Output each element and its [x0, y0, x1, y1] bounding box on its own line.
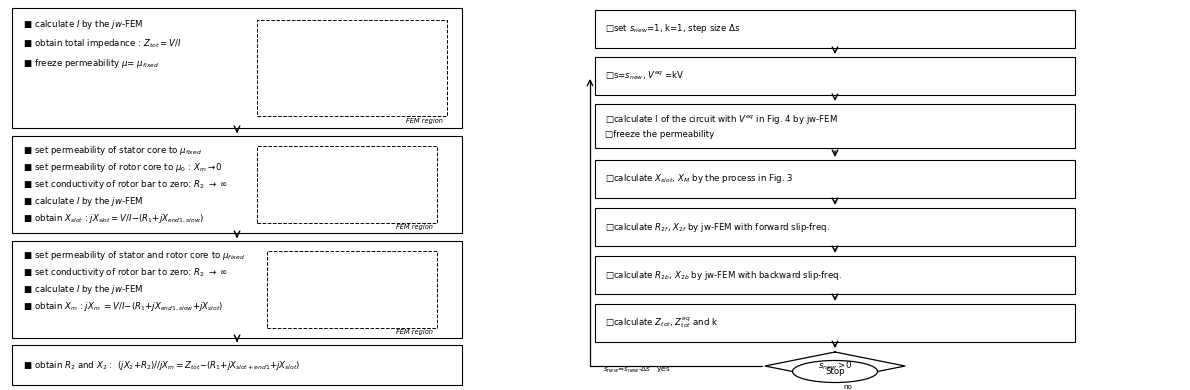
Bar — [595, 256, 1075, 294]
Bar — [595, 304, 1075, 342]
Text: FEM region: FEM region — [406, 118, 443, 124]
Text: □calculate $R_{2f}$, $X_{2f}$ by jw-FEM with forward slip-freq.: □calculate $R_{2f}$, $X_{2f}$ by jw-FEM … — [605, 220, 829, 234]
Bar — [595, 10, 1075, 48]
Bar — [595, 208, 1075, 246]
Bar — [595, 160, 1075, 198]
Text: □calculate $X_{slot}$, $X_M$ by the process in Fig. 3: □calculate $X_{slot}$, $X_M$ by the proc… — [605, 172, 794, 186]
Text: □s=$s_{new}$, $V^{eq}$ =kV: □s=$s_{new}$, $V^{eq}$ =kV — [605, 70, 684, 82]
Bar — [12, 136, 462, 233]
Text: ■ obtain $R_2$ and $X_2$ :  $(jX_2$$+$$R_2)$$//$$jX_m$$=$$Z_{tot}$$-$$(R_1$$+$$j: ■ obtain $R_2$ and $X_2$ : $(jX_2$$+$$R_… — [18, 358, 300, 372]
Bar — [12, 241, 462, 338]
Text: □calculate $Z_{tot}$, $Z^{eq}_{tot}$ and k: □calculate $Z_{tot}$, $Z^{eq}_{tot}$ and… — [605, 316, 719, 330]
Text: ■ set permeability of stator core to $\mu_{fixed}$
  ■ set permeability of rotor: ■ set permeability of stator core to $\m… — [18, 144, 228, 225]
Text: $s_{new}$=$s_{new}$-$\Delta s$   yes: $s_{new}$=$s_{new}$-$\Delta s$ yes — [603, 365, 670, 375]
Bar — [595, 104, 1075, 148]
Text: ■ set permeability of stator and rotor core to $\mu_{fixed}$
  ■ set conductivit: ■ set permeability of stator and rotor c… — [18, 249, 245, 313]
Text: ■ calculate $I$ by the $jw$-FEM
  ■ obtain total impedance : $Z_{tot}$$=$$V/I$
 : ■ calculate $I$ by the $jw$-FEM ■ obtain… — [18, 18, 181, 69]
Bar — [595, 57, 1075, 95]
Text: FEM region: FEM region — [396, 224, 433, 230]
Text: $s_{new}$ >0: $s_{new}$ >0 — [818, 360, 852, 372]
Text: □calculate I of the circuit with $V^{eq}$ in Fig. 4 by jw-FEM
□freeze the permea: □calculate I of the circuit with $V^{eq}… — [605, 113, 838, 139]
Text: no: no — [843, 384, 852, 390]
Text: FEM region: FEM region — [396, 329, 433, 335]
Text: Stop: Stop — [825, 367, 845, 376]
Text: □set $s_{new}$=1, k=1, step size $\Delta s$: □set $s_{new}$=1, k=1, step size $\Delta… — [605, 23, 740, 35]
Bar — [12, 8, 462, 128]
Bar — [257, 20, 447, 116]
Bar — [12, 345, 462, 385]
Bar — [257, 146, 437, 223]
Ellipse shape — [793, 360, 877, 383]
Bar — [267, 251, 437, 328]
Text: □calculate $R_{2b}$, $X_{2b}$ by jw-FEM with backward slip-freq.: □calculate $R_{2b}$, $X_{2b}$ by jw-FEM … — [605, 268, 841, 282]
